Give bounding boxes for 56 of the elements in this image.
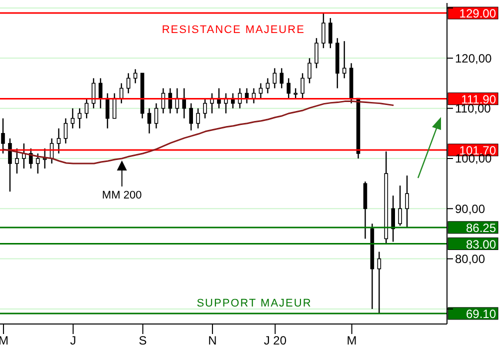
- candlestick: [286, 78, 291, 99]
- candlestick: [42, 148, 47, 170]
- candlestick: [203, 98, 207, 119]
- candlestick: [322, 12, 326, 49]
- candlestick: [189, 102, 193, 131]
- candlestick: [300, 72, 304, 99]
- x-tick-label: M: [346, 334, 357, 348]
- x-tick-label: S: [138, 334, 147, 348]
- candlestick: [92, 78, 96, 109]
- candlestick: [328, 17, 332, 49]
- candlestick: [8, 138, 12, 192]
- candlestick: [147, 108, 152, 134]
- candlestick: [391, 195, 395, 242]
- candlestick: [405, 174, 409, 228]
- annotation: SUPPORT MAJEUR: [196, 297, 312, 310]
- candlestick: [112, 92, 116, 119]
- candlestick: [154, 102, 158, 129]
- candlestick: [78, 108, 82, 129]
- candlestick: [294, 88, 298, 100]
- candlestick: [398, 184, 402, 226]
- candlestick: [22, 142, 26, 170]
- candlestick: [272, 68, 277, 89]
- candlestick: [314, 38, 318, 69]
- x-tick-label: J: [70, 334, 76, 348]
- candlestick: [258, 82, 263, 99]
- y-tick-label: 80,00: [455, 252, 486, 266]
- candlestick: [64, 118, 68, 144]
- candlestick: [28, 148, 33, 170]
- candlestick: [36, 152, 40, 174]
- annotation: RESISTANCE MAJEURE: [162, 24, 305, 36]
- candlestick: [84, 98, 88, 119]
- candlestick: [106, 92, 110, 129]
- candlestick: [196, 108, 200, 129]
- candlestick: [15, 148, 19, 174]
- candlestick: [56, 128, 61, 154]
- ref-line-label: 129.00: [459, 6, 496, 21]
- candlestick: [308, 58, 312, 84]
- candlestick: [377, 251, 382, 314]
- candlestick: [98, 78, 102, 109]
- ref-line-label: 83.00: [466, 237, 496, 252]
- candlestick: [342, 40, 346, 79]
- candlestick: [120, 82, 124, 104]
- candlestick: [70, 108, 75, 129]
- x-tick-label: N: [208, 334, 217, 348]
- x-tick-label: J 20: [264, 334, 287, 348]
- line-series: [2, 100, 394, 164]
- candlestick: [266, 78, 270, 94]
- candlestick: [280, 68, 284, 89]
- ref-line-label: 69.10: [466, 306, 496, 321]
- candlestick: [133, 68, 138, 84]
- annotation: MM 200: [102, 189, 142, 202]
- y-tick-label: 90,00: [455, 202, 486, 216]
- candlestick: [1, 118, 5, 154]
- y-tick-label: 120,00: [455, 51, 492, 66]
- ref-line-label: 86.25: [466, 220, 496, 235]
- candlestick: [126, 72, 130, 94]
